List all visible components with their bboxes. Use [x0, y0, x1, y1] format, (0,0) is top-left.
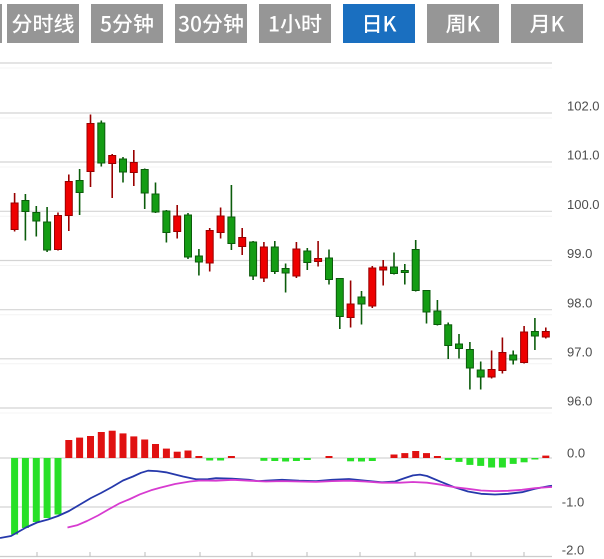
svg-text:97.0: 97.0 — [567, 345, 592, 360]
svg-text:100.0: 100.0 — [567, 197, 600, 212]
svg-text:0.0: 0.0 — [567, 446, 585, 461]
svg-text:-1.0: -1.0 — [562, 495, 584, 510]
svg-text:101.0: 101.0 — [567, 148, 600, 163]
svg-text:96.0: 96.0 — [567, 394, 592, 409]
svg-text:99.0: 99.0 — [567, 246, 592, 261]
svg-text:102.0: 102.0 — [567, 99, 600, 114]
svg-text:98.0: 98.0 — [567, 295, 592, 310]
svg-text:-2.0: -2.0 — [562, 543, 584, 558]
